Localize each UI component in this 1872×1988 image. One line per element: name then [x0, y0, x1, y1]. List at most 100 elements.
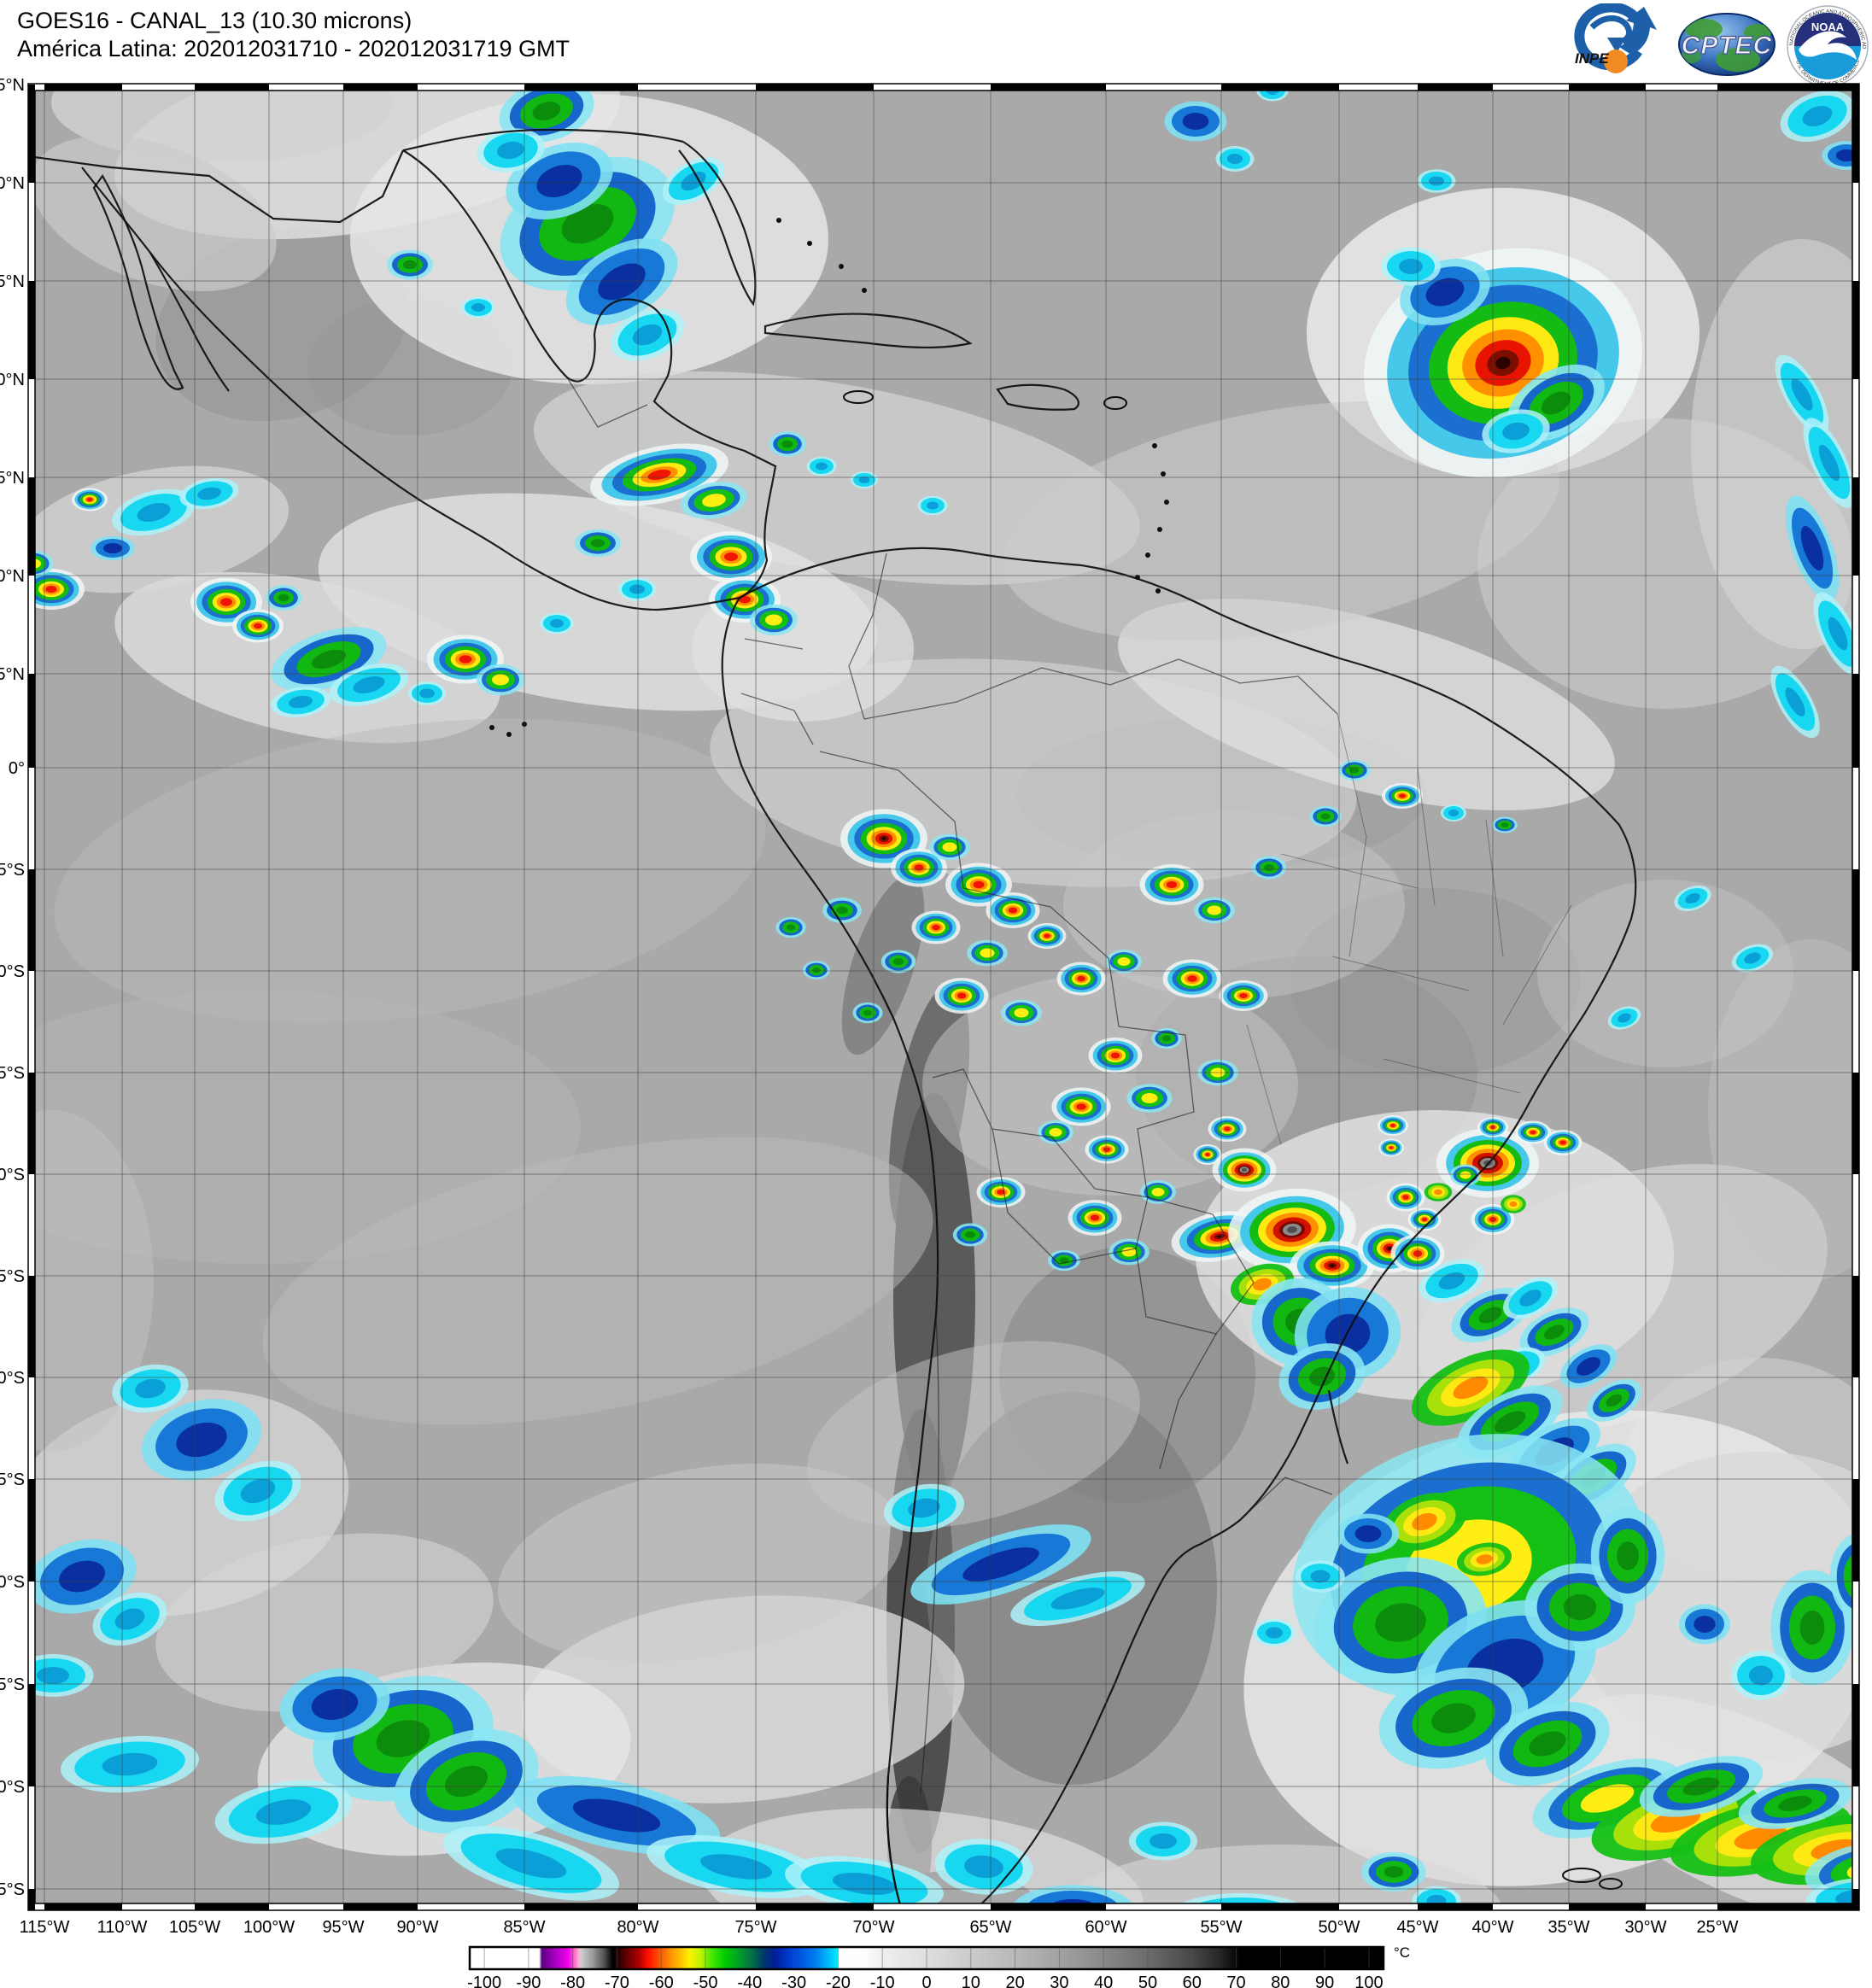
latitude-label: 25°S — [0, 1267, 25, 1286]
latitude-label: 5°S — [0, 861, 25, 880]
storm-cell-cyan — [617, 577, 657, 601]
small-island — [1155, 588, 1161, 593]
storm-cell-red — [1068, 1200, 1122, 1236]
storm-cell-yellow — [1001, 999, 1042, 1026]
storm-cell-green — [1519, 1307, 1589, 1357]
latitude-label: 30°N — [0, 174, 25, 193]
country-border — [848, 553, 887, 720]
small-island — [839, 264, 844, 269]
frame-segment — [28, 85, 35, 183]
storm-cell-red — [1543, 1130, 1582, 1155]
storm-cell-cyan — [540, 612, 574, 634]
storm-cell-green — [1309, 805, 1342, 827]
cloud-mass — [54, 718, 766, 1024]
latitude-label: 15°N — [0, 469, 25, 488]
storm-cell-green — [1829, 1534, 1852, 1619]
cloud-mass — [35, 1110, 154, 1452]
cloud-mass — [1118, 599, 1615, 810]
longitude-label: 75°W — [734, 1918, 776, 1937]
storm-cell-cyan — [112, 488, 196, 536]
longitude-label: 80°W — [617, 1918, 658, 1937]
temperature-colorbar: -100 -90 -80 -70 -60 -50 -40 -30 -20 -10 0 10 20 30 40… — [467, 1944, 1410, 1988]
storm-cell-green — [1048, 1249, 1080, 1272]
country-border — [863, 658, 1338, 720]
frame-segment — [1852, 1276, 1859, 1377]
frame-segment — [756, 84, 874, 91]
coastline — [149, 252, 230, 392]
latitude-label: 55°S — [0, 1880, 25, 1899]
storm-cell-red — [1378, 1115, 1408, 1136]
storm-cell-red — [934, 978, 989, 1014]
storm-cell-orange — [1382, 1492, 1467, 1552]
storm-cell-cyan — [850, 471, 879, 488]
storm-cell-gray — [1212, 1148, 1277, 1192]
state-border — [1246, 1024, 1282, 1145]
colorbar-tick-label: 20 — [1005, 1973, 1024, 1988]
latitude-label: 15°S — [0, 1064, 25, 1083]
frame-segment — [524, 84, 638, 91]
storm-cell-red — [72, 488, 108, 512]
storm-cell-orange — [1751, 1814, 1852, 1886]
longitude-label: 110°W — [97, 1918, 148, 1937]
country-border — [819, 751, 1195, 1198]
storm-cell-yellow — [681, 482, 747, 519]
storm-cell-orange — [1501, 1195, 1526, 1213]
axis-labels: 35°N 30°N 25°N 20°N 15°N 10°N 5°N 0° 5°S 10°S 15°S… — [0, 76, 1739, 1937]
cptec-continents — [1681, 19, 1771, 72]
storm-cell-green — [387, 249, 433, 280]
header: GOES16 - CANAL_13 (10.30 microns) Améric… — [17, 7, 570, 64]
noaa-gull-icon — [1799, 31, 1857, 60]
frame-segment — [28, 1276, 35, 1377]
country-border — [1239, 1476, 1333, 1521]
longitude-label: 95°W — [322, 1918, 364, 1937]
storm-cell-green — [394, 1728, 539, 1834]
frame-segment — [343, 1903, 418, 1910]
storm-cell-green — [852, 1002, 883, 1024]
storm-cell-cyan — [1419, 1259, 1485, 1303]
longitude-label: 25°W — [1696, 1918, 1738, 1937]
storm-cell-green — [1485, 1701, 1610, 1786]
longitude-label: 60°W — [1085, 1918, 1126, 1937]
latitude-label: 50°S — [0, 1778, 25, 1797]
inpe-label: INPE — [1575, 50, 1609, 67]
frame-segment — [28, 674, 35, 768]
small-island — [862, 288, 867, 293]
colorbar-tick-label: 90 — [1315, 1973, 1334, 1988]
storm-cell-cyan — [1256, 91, 1289, 102]
latitude-label: 35°S — [0, 1471, 25, 1489]
storm-cell-red — [891, 848, 947, 887]
coastline — [886, 1775, 901, 1903]
storm-cell-cyan — [61, 1735, 199, 1793]
colorbar-tick-label: -100 — [467, 1973, 501, 1988]
state-border — [1280, 853, 1419, 889]
storm-cell-red — [1386, 1183, 1425, 1212]
cloud-mass — [1537, 880, 1793, 1067]
storm-cell-cyan — [1124, 61, 1152, 80]
graticule — [35, 91, 1852, 1903]
storm-cell-cyan — [1803, 418, 1852, 508]
colorbar-tick-label: 50 — [1138, 1973, 1157, 1988]
island-outline — [1103, 396, 1127, 410]
storm-cell-cyan — [1780, 91, 1852, 143]
storm-cell-cyan — [1731, 944, 1774, 973]
storm-cell-red — [1193, 1144, 1222, 1165]
coastline — [35, 149, 405, 224]
cloud-mass — [922, 974, 1298, 1196]
storm-cell-cyan — [1731, 1651, 1791, 1700]
colorbar-tick-label: -10 — [870, 1973, 895, 1988]
storm-cell-green — [1586, 1379, 1642, 1422]
storm-cell-blue — [1679, 1604, 1730, 1645]
coastline — [1327, 1389, 1349, 1465]
storm-cell-blue — [91, 535, 135, 561]
storm-cell-red — [690, 531, 772, 582]
storm-cell-yellow — [1194, 897, 1235, 924]
storm-cell-cyan — [271, 686, 331, 718]
cloud-mass — [155, 1533, 494, 1712]
storm-cell-blue — [279, 1668, 390, 1741]
storm-cell-green — [775, 916, 806, 938]
storm-cell-cyan — [1412, 1886, 1461, 1903]
colorbar-unit: °C — [1394, 1944, 1410, 1961]
storm-cell-yellow — [929, 833, 970, 861]
